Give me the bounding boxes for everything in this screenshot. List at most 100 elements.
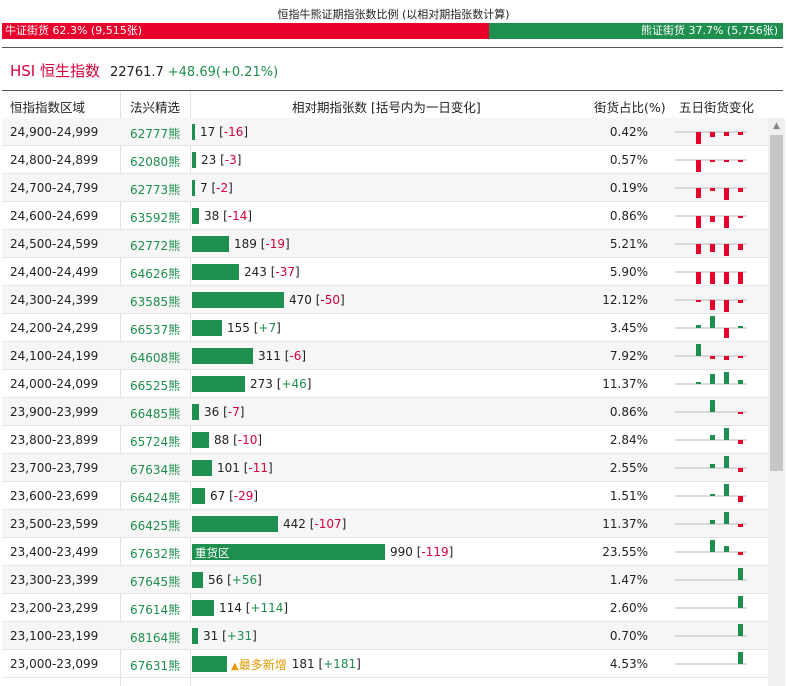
sparkline-bar xyxy=(738,380,743,384)
bear-suffix: 熊 xyxy=(168,239,181,253)
five-day-sparkline xyxy=(675,146,747,174)
contracts-count: 7 xyxy=(200,181,208,195)
sparkline-bar xyxy=(710,494,715,496)
range-cell: 24,900-24,999 xyxy=(10,125,99,139)
sparkline-bar xyxy=(724,546,729,552)
range-cell: 23,300-23,399 xyxy=(10,573,99,587)
contracts-count: 243 xyxy=(244,265,267,279)
warrant-code-link[interactable]: 67631熊 xyxy=(130,657,180,674)
sparkline-bar xyxy=(696,160,701,172)
sparkline-bar xyxy=(724,328,729,338)
sparkline-bar xyxy=(724,372,729,384)
warrant-code: 65724 xyxy=(130,435,169,449)
contracts-count: 189 xyxy=(234,237,257,251)
warrant-code-link[interactable]: 62773熊 xyxy=(130,181,180,198)
contracts-count: 38 xyxy=(204,209,220,223)
five-day-sparkline xyxy=(675,286,747,314)
warrant-code-link[interactable]: 64608熊 xyxy=(130,349,180,366)
contracts-count: 67 xyxy=(210,489,226,503)
warrant-code-link[interactable]: 68164熊 xyxy=(130,629,180,646)
bear-suffix: 熊 xyxy=(168,519,181,533)
contracts-bar xyxy=(192,404,199,420)
contracts-value: 56 [+56] xyxy=(208,573,262,587)
bear-suffix: 熊 xyxy=(168,659,181,673)
divider xyxy=(2,90,783,91)
contracts-count: 470 xyxy=(289,293,312,307)
scroll-up-arrow-icon[interactable]: ▲ xyxy=(773,121,780,131)
table-row: 23,000-23,099 67631熊 ▲最多新增 181 [+181] 4.53% xyxy=(2,650,768,678)
contracts-cell: 101 [-11] xyxy=(192,460,273,476)
five-day-sparkline xyxy=(675,314,747,342)
warrant-code-link[interactable]: 67634熊 xyxy=(130,461,180,478)
contracts-value: 36 [-7] xyxy=(204,405,245,419)
contracts-value: 31 [+31] xyxy=(203,629,257,643)
contracts-cell: 189 [-19] xyxy=(192,236,290,252)
index-name[interactable]: HSI 恒生指数 xyxy=(10,62,100,80)
sparkline-bar xyxy=(724,244,729,256)
contracts-bar xyxy=(192,432,209,448)
five-day-sparkline xyxy=(675,174,747,202)
table-header: 恒指指数区域 法兴精选 相对期指张数 [括号内为一日变化] 街货占比(%) 五日… xyxy=(2,91,783,118)
sparkline-bar xyxy=(696,344,701,356)
warrant-code-link[interactable]: 62080熊 xyxy=(130,153,180,170)
warrant-code: 62773 xyxy=(130,183,169,197)
bear-suffix: 熊 xyxy=(168,575,181,589)
warrant-code: 63585 xyxy=(130,295,169,309)
daily-change: +56 xyxy=(231,573,258,587)
warrant-code-link[interactable]: 63585熊 xyxy=(130,293,180,310)
sparkline-bar xyxy=(710,216,715,222)
scrollbar-thumb[interactable] xyxy=(770,135,783,471)
contracts-cell: 311 [-6] xyxy=(192,348,306,364)
daily-change: -29 xyxy=(233,489,254,503)
range-cell: 23,500-23,599 xyxy=(10,517,99,531)
warrant-code: 62772 xyxy=(130,239,169,253)
bear-suffix: 熊 xyxy=(168,295,181,309)
contracts-count: 311 xyxy=(258,349,281,363)
warrant-code-link[interactable]: 65724熊 xyxy=(130,433,180,450)
contracts-cell: 155 [+7] xyxy=(192,320,281,336)
contracts-count: 56 xyxy=(208,573,224,587)
share-cell: 11.37% xyxy=(602,377,648,391)
warrant-code-link[interactable]: 67632熊 xyxy=(130,545,180,562)
warrant-code-link[interactable]: 66424熊 xyxy=(130,489,180,506)
contracts-bar xyxy=(192,236,229,252)
sparkline-bar xyxy=(710,188,715,191)
warrant-code-link[interactable]: 66525熊 xyxy=(130,377,180,394)
warrant-code-link[interactable]: 67614熊 xyxy=(130,601,180,618)
sparkline-bar xyxy=(696,188,701,198)
table-row: 23,600-23,699 66424熊 67 [-29] 1.51% xyxy=(2,482,768,510)
contracts-value: 38 [-14] xyxy=(204,209,253,223)
warrant-code-link[interactable]: 67645熊 xyxy=(130,573,180,590)
share-cell: 2.55% xyxy=(609,461,648,475)
contracts-bar xyxy=(192,600,214,616)
warrant-code-link[interactable]: 66425熊 xyxy=(130,517,180,534)
five-day-sparkline xyxy=(675,426,747,454)
warrant-code: 66425 xyxy=(130,519,169,533)
sparkline-bar xyxy=(724,216,729,228)
share-cell: 2.84% xyxy=(609,433,648,447)
warrant-code-link[interactable]: 62777熊 xyxy=(130,125,180,142)
share-cell: 7.92% xyxy=(609,349,648,363)
sparkline-bar xyxy=(710,400,715,412)
table-row: 24,700-24,799 62773熊 7 [-2] 0.19% xyxy=(2,174,768,202)
daily-change: -3 xyxy=(224,153,237,167)
contracts-cell: 31 [+31] xyxy=(192,628,257,644)
bear-suffix: 熊 xyxy=(168,267,181,281)
column-divider xyxy=(120,91,121,686)
warrant-code-link[interactable]: 62772熊 xyxy=(130,237,180,254)
warrant-code-link[interactable]: 66485熊 xyxy=(130,405,180,422)
sparkline-bar xyxy=(710,316,715,328)
contracts-value: 88 [-10] xyxy=(214,433,263,447)
sparkline-bar xyxy=(710,540,715,552)
five-day-sparkline xyxy=(675,202,747,230)
warrant-code-link[interactable]: 63592熊 xyxy=(130,209,180,226)
warrant-code-link[interactable]: 66537熊 xyxy=(130,321,180,338)
sparkline-bar xyxy=(738,356,743,358)
sparkline-bar xyxy=(724,356,729,360)
vertical-scrollbar[interactable]: ▲ xyxy=(768,118,785,686)
contracts-cell: 38 [-14] xyxy=(192,208,252,224)
warrant-code-link[interactable]: 64626熊 xyxy=(130,265,180,282)
five-day-sparkline xyxy=(675,566,747,594)
contracts-cell: 23 [-3] xyxy=(192,152,241,168)
index-price: 22761.7 xyxy=(110,65,164,80)
